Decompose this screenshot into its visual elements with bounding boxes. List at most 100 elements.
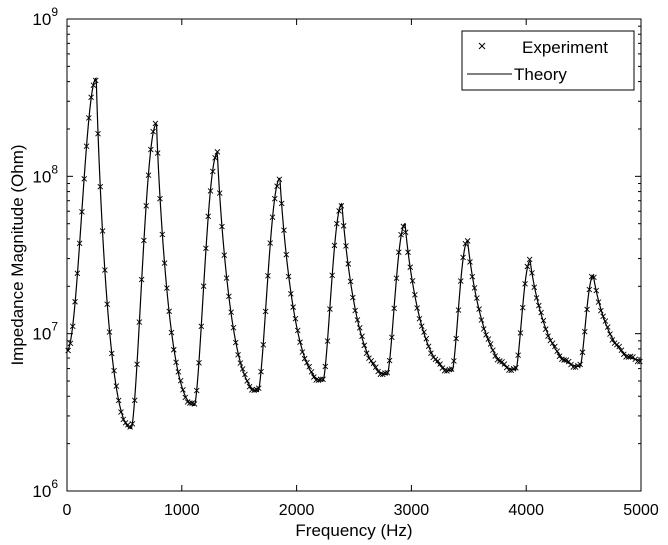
experiment-point	[359, 333, 365, 340]
x-tick-labels: 0 1000 2000 3000 4000 5000	[63, 502, 659, 519]
experiment-point	[581, 328, 588, 335]
experiment-point	[448, 366, 455, 372]
experiment-point	[235, 351, 241, 358]
experiment-point	[331, 242, 338, 249]
experiment-point	[474, 295, 480, 301]
experiment-point	[469, 273, 476, 280]
experiment-point	[324, 338, 331, 344]
y-tick-base: 10	[32, 10, 51, 29]
x-tick-label: 3000	[394, 502, 430, 519]
experiment-point	[361, 342, 368, 349]
experiment-point	[591, 274, 597, 281]
experiment-point	[221, 252, 228, 258]
experiment-point	[538, 309, 544, 316]
experiment-point	[524, 263, 531, 270]
experiment-point	[570, 364, 577, 370]
experiment-point	[451, 358, 457, 364]
experiment-point	[113, 383, 120, 389]
experiment-point	[607, 331, 613, 337]
y-tick-labels: 106 107 108 109	[32, 5, 58, 501]
experiment-point	[288, 290, 294, 297]
experiment-point	[180, 386, 186, 393]
experiment-point	[522, 281, 528, 287]
experiment-point	[577, 361, 583, 368]
experiment-point	[79, 209, 85, 215]
experiment-point	[120, 416, 127, 423]
experiment-point	[618, 347, 625, 354]
experiment-point	[249, 387, 255, 393]
experiment-point	[533, 295, 540, 301]
experiment-point	[198, 323, 205, 330]
ticks-layer	[66, 18, 642, 492]
experiment-point	[483, 331, 489, 338]
experiment-point	[242, 371, 248, 378]
experiment-point	[304, 359, 310, 366]
experiment-point	[219, 223, 225, 230]
experiment-point	[329, 272, 336, 279]
y-tick-label: 106	[32, 477, 58, 501]
experiment-point	[405, 249, 411, 256]
experiment-point	[239, 366, 246, 372]
y-tick-base: 10	[32, 482, 51, 501]
experiment-point	[542, 326, 549, 332]
experiment-point	[209, 168, 216, 175]
experiment-point	[85, 115, 92, 121]
experiment-point	[281, 227, 287, 234]
experiment-point	[471, 285, 478, 291]
experiment-point	[150, 128, 156, 135]
y-tick-base: 10	[32, 325, 51, 344]
series-layer	[65, 77, 643, 430]
experiment-point	[487, 341, 494, 347]
experiment-point	[203, 245, 209, 252]
experiment-point	[320, 376, 326, 383]
experiment-point	[262, 308, 269, 315]
experiment-point	[423, 335, 430, 342]
experiment-point	[322, 363, 329, 370]
experiment-point	[343, 243, 349, 249]
experiment-point	[434, 358, 441, 364]
experiment-point	[196, 359, 202, 366]
experiment-point	[267, 240, 274, 246]
experiment-point	[173, 359, 179, 366]
experiment-point	[260, 342, 267, 348]
experiment-point	[552, 343, 558, 350]
experiment-point	[170, 346, 177, 353]
experiment-point	[407, 264, 414, 271]
experiment-point	[83, 143, 90, 150]
experiment-point	[352, 307, 358, 314]
legend: Experiment Theory	[461, 30, 635, 91]
experiment-point	[584, 306, 590, 313]
experiment-point	[623, 354, 629, 360]
experiment-point	[191, 401, 198, 407]
experiment-point	[428, 350, 434, 356]
experiment-point	[136, 319, 143, 325]
experiment-point	[416, 315, 423, 322]
experiment-point	[244, 378, 251, 384]
experiment-point	[246, 383, 253, 390]
experiment-point	[205, 213, 212, 220]
experiment-point	[464, 238, 471, 244]
experiment-point	[389, 334, 395, 341]
experiment-point	[485, 336, 492, 342]
experiment-point	[67, 340, 74, 347]
experiment-point	[95, 130, 101, 137]
y-tick-label: 107	[32, 320, 58, 344]
experiment-point	[391, 305, 397, 312]
experiment-point	[159, 231, 166, 238]
legend-marker-experiment	[478, 42, 486, 50]
experiment-point	[69, 323, 76, 330]
experiment-point	[526, 256, 533, 263]
experiment-point	[616, 343, 623, 350]
experiment-point	[441, 367, 448, 374]
experiment-point	[600, 313, 606, 320]
experiment-point	[561, 357, 567, 363]
experiment-point	[214, 149, 221, 155]
experiment-point	[317, 376, 324, 383]
experiment-point	[460, 254, 466, 261]
experiment-point	[283, 251, 290, 258]
experiment-point	[634, 358, 641, 365]
y-tick-label: 109	[32, 5, 58, 29]
experiment-point	[102, 267, 108, 273]
experiment-point	[586, 286, 593, 293]
